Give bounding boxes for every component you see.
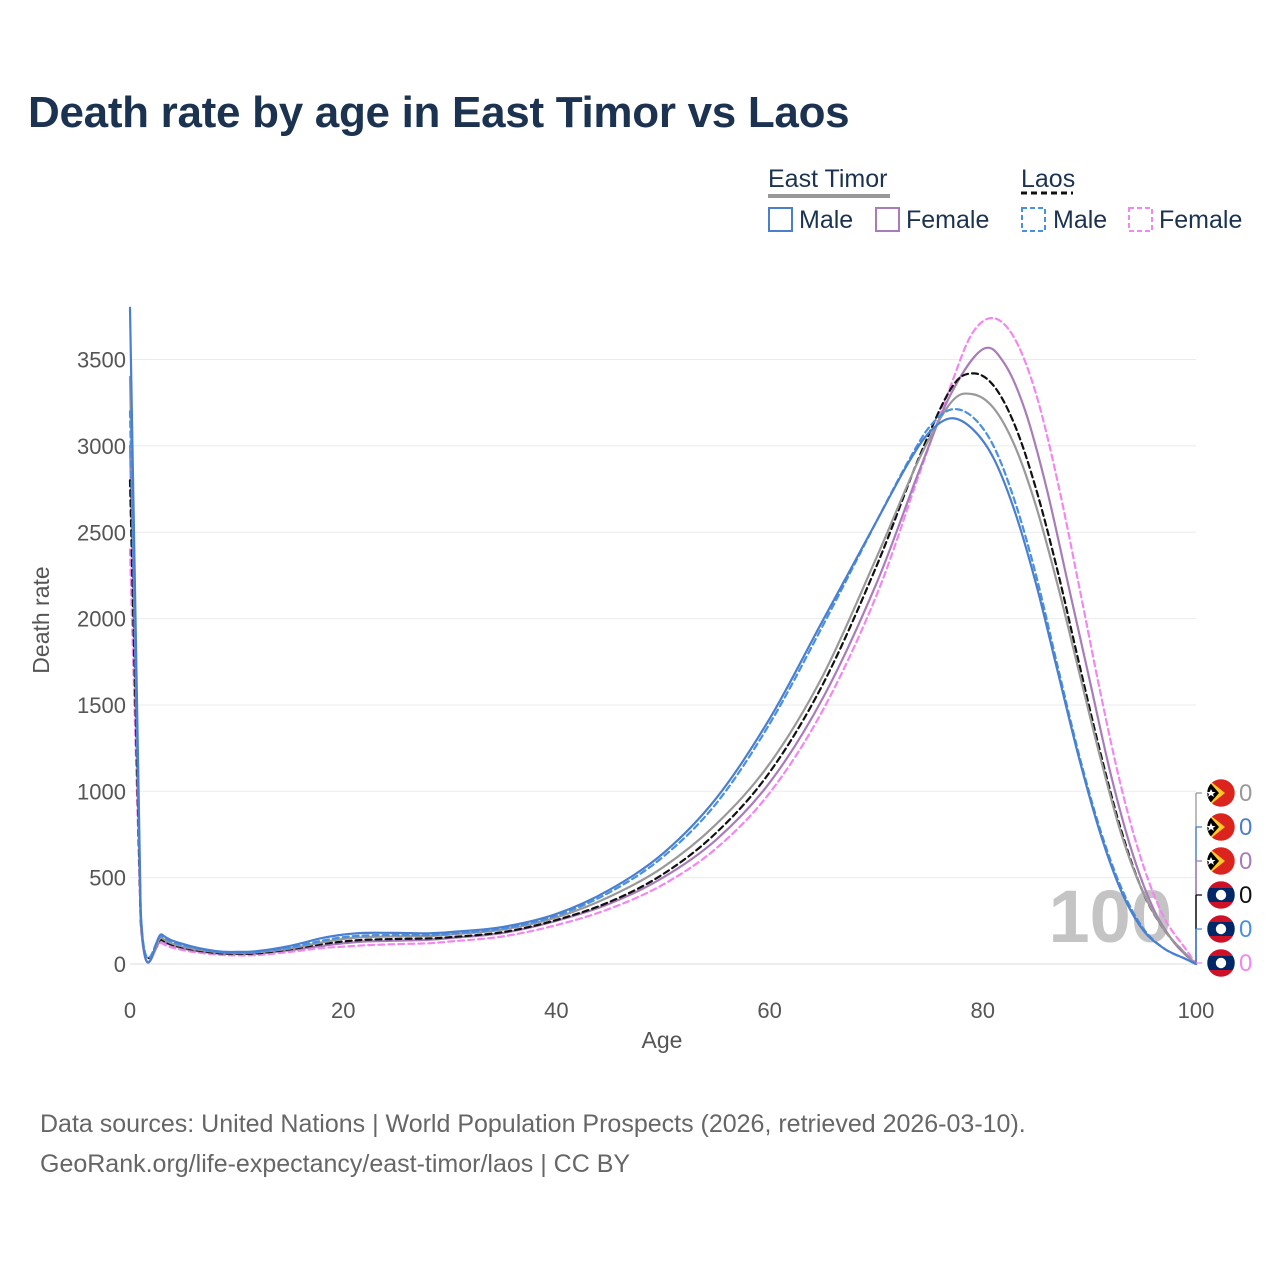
source-line-1: Data sources: United Nations | World Pop… [40, 1110, 1026, 1138]
east-timor-flag-icon [1206, 846, 1236, 876]
east-timor-flag-icon [1206, 812, 1236, 842]
end-labels: 0 0 0 0 0 0 [1195, 778, 1252, 978]
legend-label-laos-female: Female [1159, 206, 1242, 234]
end-value-la-female: 0 [1239, 950, 1252, 977]
legend-label-east-timor-female: Female [906, 206, 989, 234]
legend-swatch-laos-male [1021, 207, 1046, 232]
laos-flag-icon [1206, 948, 1236, 978]
age-watermark: 100 [1049, 875, 1172, 958]
laos-flag-icon [1206, 880, 1236, 910]
y-tick-label-500: 500 [89, 866, 126, 891]
end-value-et-female: 0 [1239, 848, 1252, 875]
y-axis-title: Death rate [28, 566, 54, 673]
legend-swatch-laos-female [1128, 207, 1153, 232]
x-tick-label-60: 60 [757, 998, 781, 1023]
series-line-la-female [128, 316, 1198, 966]
legend-group-laos: Laos [1021, 165, 1075, 193]
y-tick-label-3000: 3000 [77, 434, 126, 459]
x-tick-label-40: 40 [544, 998, 568, 1023]
east-timor-flag-icon [1206, 778, 1236, 808]
legend-group-east-timor: East Timor [768, 165, 887, 193]
y-tick-label-2500: 2500 [77, 520, 126, 545]
y-axis-ticks: 0 500 1000 1500 2000 2500 3000 3500 [77, 348, 126, 977]
end-value-et-total: 0 [1239, 780, 1252, 807]
legend-swatch-east-timor-female [875, 207, 900, 232]
y-tick-label-2000: 2000 [77, 607, 126, 632]
end-label-brackets [1195, 792, 1202, 964]
series-line-et-female [128, 346, 1198, 966]
x-tick-label-100: 100 [1178, 998, 1215, 1023]
x-tick-label-80: 80 [971, 998, 995, 1023]
y-tick-label-1000: 1000 [77, 779, 126, 804]
chart-title: Death rate by age in East Timor vs Laos [28, 88, 850, 137]
source-notes: Data sources: United Nations | World Pop… [40, 1104, 1026, 1184]
x-axis-title: Age [642, 1027, 683, 1053]
series-line-et-total [128, 375, 1198, 966]
laos-flag-icon [1206, 914, 1236, 944]
series-lines [128, 306, 1198, 966]
legend-label-laos-male: Male [1053, 206, 1107, 234]
x-tick-label-20: 20 [331, 998, 355, 1023]
series-line-et-male [128, 306, 1198, 966]
series-line-la-total [128, 372, 1198, 966]
end-value-et-male: 0 [1239, 814, 1252, 841]
legend-label-east-timor-male: Male [799, 206, 853, 234]
x-axis-ticks: 0 20 40 60 80 100 [124, 998, 1214, 1023]
x-tick-label-0: 0 [124, 998, 136, 1023]
legend-swatch-east-timor-male [768, 207, 793, 232]
source-line-2: GeoRank.org/life-expectancy/east-timor/l… [40, 1150, 631, 1178]
y-tick-label-0: 0 [114, 952, 126, 977]
y-tick-label-1500: 1500 [77, 693, 126, 718]
chart-canvas: East Timor Laos Male Female Male Female … [28, 165, 1252, 1053]
end-value-la-total: 0 [1239, 882, 1252, 909]
y-tick-label-3500: 3500 [77, 348, 126, 373]
end-value-la-male: 0 [1239, 916, 1252, 943]
legend: East Timor Laos Male Female Male Female [768, 165, 1242, 234]
